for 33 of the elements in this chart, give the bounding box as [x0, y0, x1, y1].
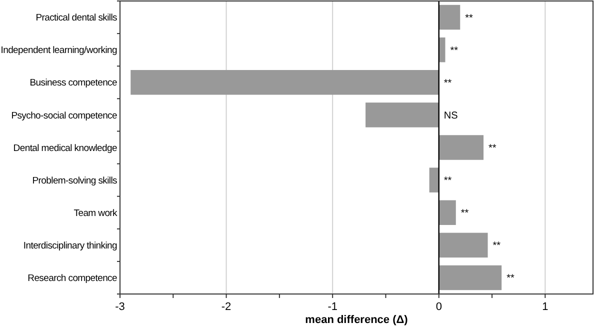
bar	[438, 265, 502, 290]
y-tick-label: Business competence	[30, 78, 118, 89]
y-tick-label: Practical dental skills	[36, 12, 118, 24]
annotation: **	[450, 45, 458, 56]
bar	[438, 200, 456, 225]
bar	[130, 70, 439, 95]
bar	[438, 232, 488, 258]
bar	[438, 135, 484, 160]
annotation: NS	[444, 110, 458, 122]
y-tick-label: Dental medical knowledge	[13, 142, 118, 154]
y-tick-label: Research competence	[28, 273, 118, 284]
annotation: **	[492, 240, 501, 252]
y-tick-label: Interdisciplinary thinking	[23, 240, 118, 252]
annotation: **	[460, 208, 469, 220]
y-tick-label: Problem-solving skills	[32, 175, 118, 186]
x-tick-label: -1	[328, 301, 338, 313]
bar	[429, 168, 439, 192]
annotation: **	[488, 143, 496, 154]
annotation: **	[444, 176, 452, 187]
bar	[366, 102, 439, 128]
bar	[438, 4, 460, 30]
x-tick-label: 0	[436, 301, 442, 313]
x-axis-title: mean difference (Δ)	[305, 314, 408, 326]
y-tick-label: Psycho-social competence	[11, 110, 117, 122]
annotation: **	[444, 78, 452, 89]
y-tick-label: Independent learning/working	[0, 45, 118, 56]
x-tick-label: -3	[115, 301, 125, 313]
x-tick-label: -2	[221, 301, 232, 313]
annotation: **	[506, 273, 514, 284]
x-tick-label: 1	[542, 301, 548, 313]
y-tick-label: Team work	[74, 208, 118, 219]
bar	[438, 37, 446, 62]
annotation: **	[465, 12, 474, 24]
